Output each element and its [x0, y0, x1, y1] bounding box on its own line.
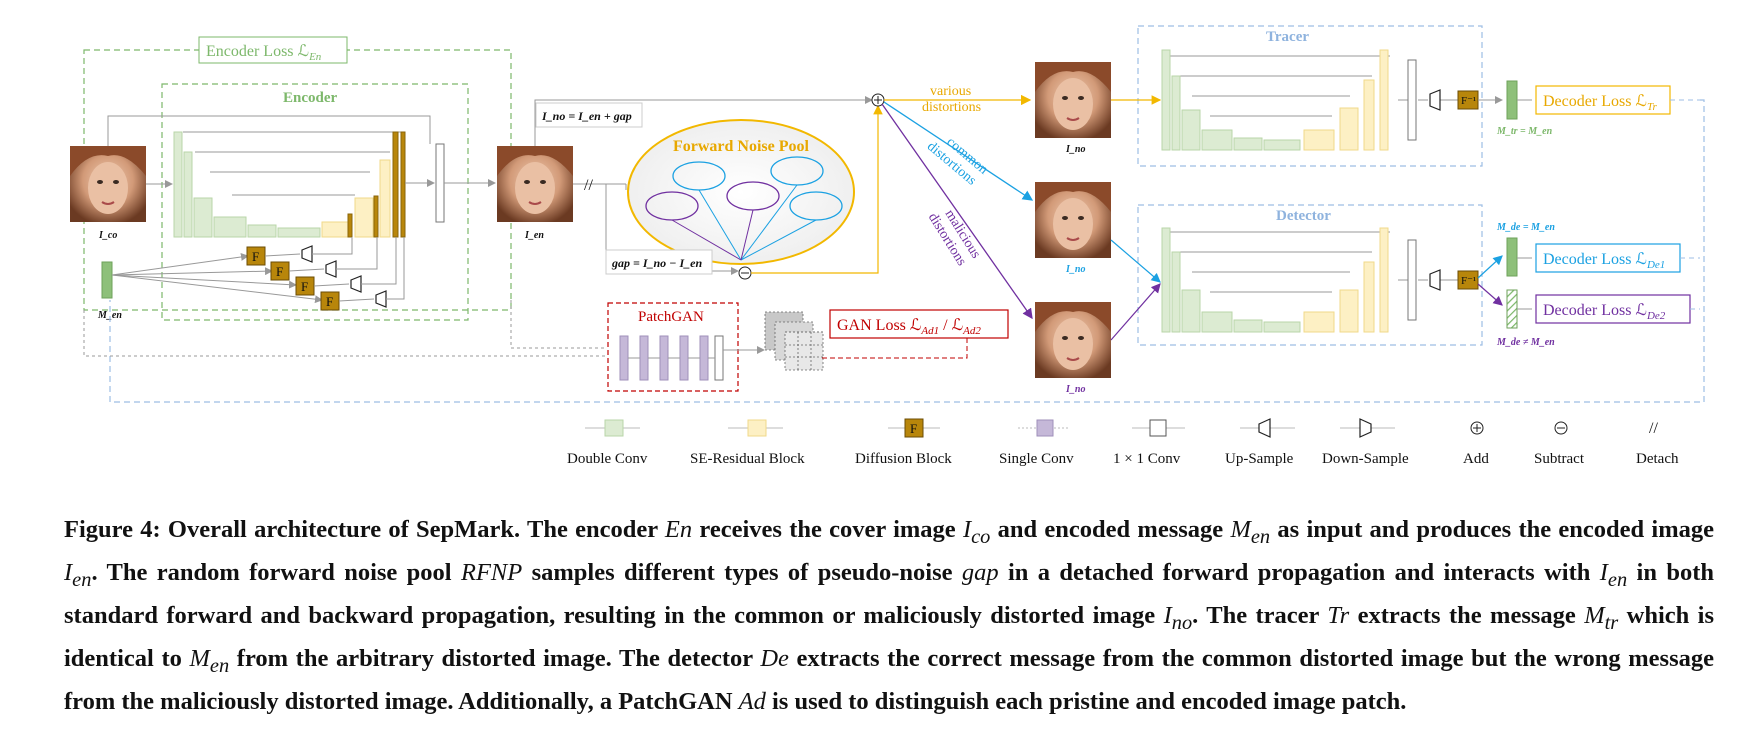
patch-output-grids: [764, 311, 824, 371]
svg-text:F: F: [301, 279, 308, 294]
m-tr-eq: M_tr = M_en: [1496, 126, 1553, 137]
gan-loss-label: GAN Loss ℒAd1 / ℒAd2: [837, 317, 981, 337]
message-fan-lines: [111, 253, 323, 304]
legend: Double Conv SE-Residual Block F Diffusio…: [567, 418, 1679, 467]
tracer-unet: [1168, 55, 1458, 117]
noised-image-top: [1035, 62, 1111, 138]
encoder-label: Encoder: [283, 90, 338, 106]
svg-text:F: F: [276, 264, 283, 279]
svg-text:Up-Sample: Up-Sample: [1225, 451, 1294, 467]
detector-unet: [1168, 231, 1458, 293]
message-m-en: [101, 261, 113, 299]
legend-single-conv: Single Conv: [999, 419, 1074, 467]
gan-loss-box: [829, 309, 1009, 339]
legend-add: Add: [1463, 421, 1489, 467]
legend-diffusion-block: F Diffusion Block: [855, 418, 952, 467]
gap-eq-box: [605, 249, 713, 275]
encoder-upsample-blocks: [301, 245, 387, 308]
svg-text:Diffusion Block: Diffusion Block: [855, 451, 952, 467]
svg-text:1 × 1 Conv: 1 × 1 Conv: [1113, 451, 1181, 467]
common-distortions-label: commondistortions: [924, 127, 991, 190]
label-i-no-bot: I_no: [1065, 384, 1085, 395]
detector-label: Detector: [1276, 208, 1331, 224]
architecture-diagram: Encoder Loss ℒEn Encoder: [70, 25, 1705, 467]
encoder-loss-label: Encoder Loss ℒEn: [206, 43, 322, 63]
forward-noise-pool: [627, 119, 855, 265]
label-i-no-top: I_no: [1065, 144, 1085, 155]
various-distortions-label: various distortions: [922, 84, 981, 115]
gap-eq: gap = I_no − I_en: [611, 256, 702, 270]
legend-se-residual-block: SE-Residual Block: [690, 419, 805, 467]
encoder-diffusion-blocks: F F F F: [246, 246, 340, 311]
label-i-co: I_co: [98, 230, 117, 241]
svg-text:F⁻¹: F⁻¹: [1461, 95, 1476, 107]
detector-f-inv: [1457, 270, 1479, 290]
detach-symbol: //: [584, 177, 593, 194]
svg-text:Detach: Detach: [1636, 451, 1679, 467]
label-i-no-mid: I_no: [1065, 264, 1085, 275]
m-tr-bar: [1506, 80, 1518, 120]
noise-pool-rays: [671, 184, 817, 261]
legend-1x1-conv: 1 × 1 Conv: [1113, 419, 1185, 467]
encoder-double-conv-blocks: [173, 131, 321, 238]
noised-image-mid: [1035, 182, 1111, 258]
i-no-eq-box: [535, 102, 643, 128]
svg-text:Double Conv: Double Conv: [567, 451, 648, 467]
m-de-eq: M_de = M_en: [1496, 222, 1555, 233]
i-no-eq: I_no = I_en + gap: [541, 109, 632, 123]
forward-noise-pool-label: Forward Noise Pool: [673, 138, 810, 155]
legend-subtract: Subtract: [1534, 421, 1585, 467]
svg-text:F: F: [910, 421, 917, 436]
figure-caption: Figure 4: Overall architecture of SepMar…: [64, 516, 1715, 715]
patchgan-box: [607, 302, 739, 392]
legend-down-sample: Down-Sample: [1322, 418, 1409, 467]
encoder-box: [161, 83, 469, 321]
svg-text:Subtract: Subtract: [1534, 451, 1585, 467]
decoder-loss-de1-label: Decoder Loss ℒDe1: [1543, 251, 1665, 271]
decoder-loss-de2-label: Decoder Loss ℒDe2: [1543, 302, 1666, 322]
legend-up-sample: Up-Sample: [1225, 418, 1295, 467]
svg-text:F: F: [326, 294, 333, 309]
svg-text:Down-Sample: Down-Sample: [1322, 451, 1409, 467]
encoder-unet: [183, 131, 405, 196]
m-de-wrong-bar: [1506, 289, 1518, 329]
cover-image-i-co: [70, 146, 146, 222]
decoder-loss-de2-box: [1535, 294, 1691, 324]
encoder-1x1-conv: [435, 143, 445, 223]
svg-text:SE-Residual Block: SE-Residual Block: [690, 451, 805, 467]
tracer-box: [1137, 25, 1483, 167]
svg-text:F: F: [252, 249, 259, 264]
legend-double-conv: Double Conv: [567, 419, 648, 467]
encoder-se-residual-blocks: [321, 159, 391, 238]
m-de-neq: M_de ≠ M_en: [1496, 337, 1555, 348]
encoder-loss-box: [198, 36, 348, 64]
svg-text:F⁻¹: F⁻¹: [1461, 275, 1476, 287]
svg-text:Add: Add: [1463, 451, 1489, 467]
m-de-correct-bar: [1506, 237, 1518, 277]
svg-text://: //: [1649, 420, 1658, 437]
label-m-en: M_en: [97, 310, 122, 321]
decoder-loss-tr-box: [1535, 85, 1671, 115]
patchgan-label: PatchGAN: [638, 309, 704, 325]
legend-detach: // Detach: [1636, 420, 1679, 467]
tracer-label: Tracer: [1266, 29, 1309, 45]
encoded-image-i-en: [497, 146, 573, 222]
noised-image-bottom: [1035, 302, 1111, 378]
label-i-en: I_en: [524, 230, 544, 241]
svg-text:Single Conv: Single Conv: [999, 451, 1074, 467]
decoder-loss-tr-label: Decoder Loss ℒTr: [1543, 93, 1657, 113]
decoder-loss-feedback: [109, 99, 1705, 403]
